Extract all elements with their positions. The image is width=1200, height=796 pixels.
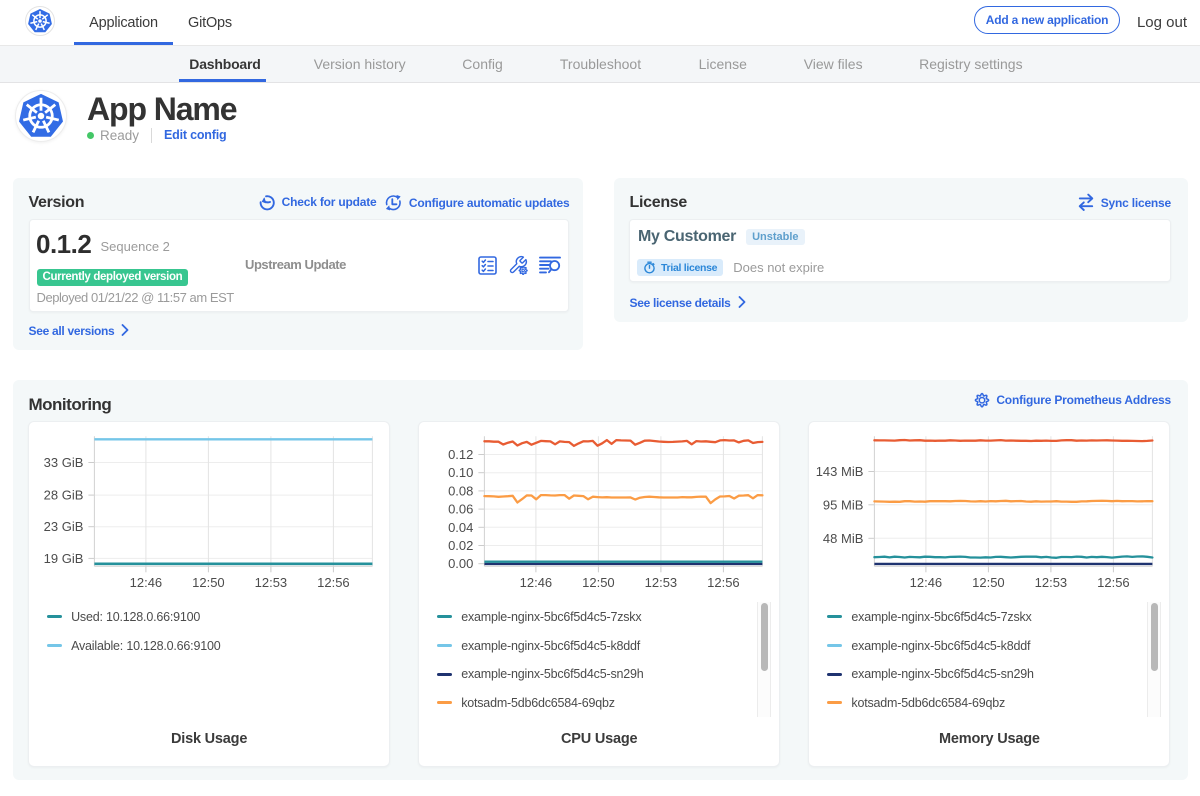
svg-text:95 MiB: 95 MiB	[823, 497, 863, 512]
svg-text:12:56: 12:56	[1098, 574, 1131, 589]
svg-text:12:53: 12:53	[255, 574, 288, 589]
svg-text:28 GiB: 28 GiB	[44, 487, 84, 502]
svg-text:12:53: 12:53	[1035, 574, 1068, 589]
svg-text:0.10: 0.10	[448, 465, 473, 480]
svg-text:12:46: 12:46	[910, 574, 943, 589]
svg-text:0.04: 0.04	[448, 519, 473, 534]
svg-text:33 GiB: 33 GiB	[44, 455, 84, 470]
svg-text:12:56: 12:56	[707, 574, 740, 589]
svg-text:12:56: 12:56	[317, 574, 350, 589]
svg-text:23 GiB: 23 GiB	[44, 519, 84, 534]
svg-text:0.12: 0.12	[448, 447, 473, 462]
svg-text:143 MiB: 143 MiB	[816, 464, 864, 479]
svg-text:0.08: 0.08	[448, 483, 473, 498]
svg-text:12:46: 12:46	[130, 574, 163, 589]
svg-text:12:46: 12:46	[520, 574, 553, 589]
svg-text:12:53: 12:53	[645, 574, 678, 589]
svg-text:12:50: 12:50	[192, 574, 225, 589]
svg-text:0.02: 0.02	[448, 538, 473, 553]
svg-text:12:50: 12:50	[582, 574, 615, 589]
svg-text:19 GiB: 19 GiB	[44, 551, 84, 566]
svg-text:48 MiB: 48 MiB	[823, 530, 863, 545]
svg-text:0.06: 0.06	[448, 501, 473, 516]
svg-text:12:50: 12:50	[973, 574, 1006, 589]
svg-text:0.00: 0.00	[448, 556, 473, 571]
